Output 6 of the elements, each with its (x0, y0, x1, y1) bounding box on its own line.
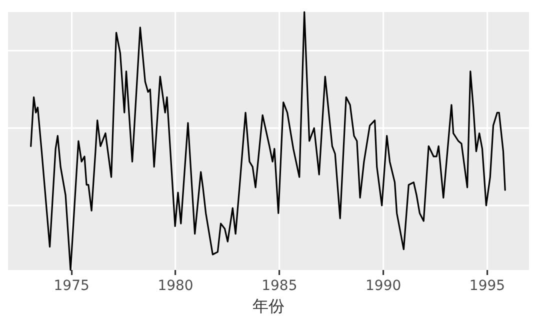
x-tick-label: 1985 (262, 278, 298, 294)
x-tick-label: 1990 (366, 278, 402, 294)
x-tick-label: 1975 (54, 278, 90, 294)
x-tick-label: 1995 (469, 278, 506, 294)
x-tick-label: 1980 (158, 278, 194, 294)
x-axis-title: 年份 (252, 296, 284, 316)
